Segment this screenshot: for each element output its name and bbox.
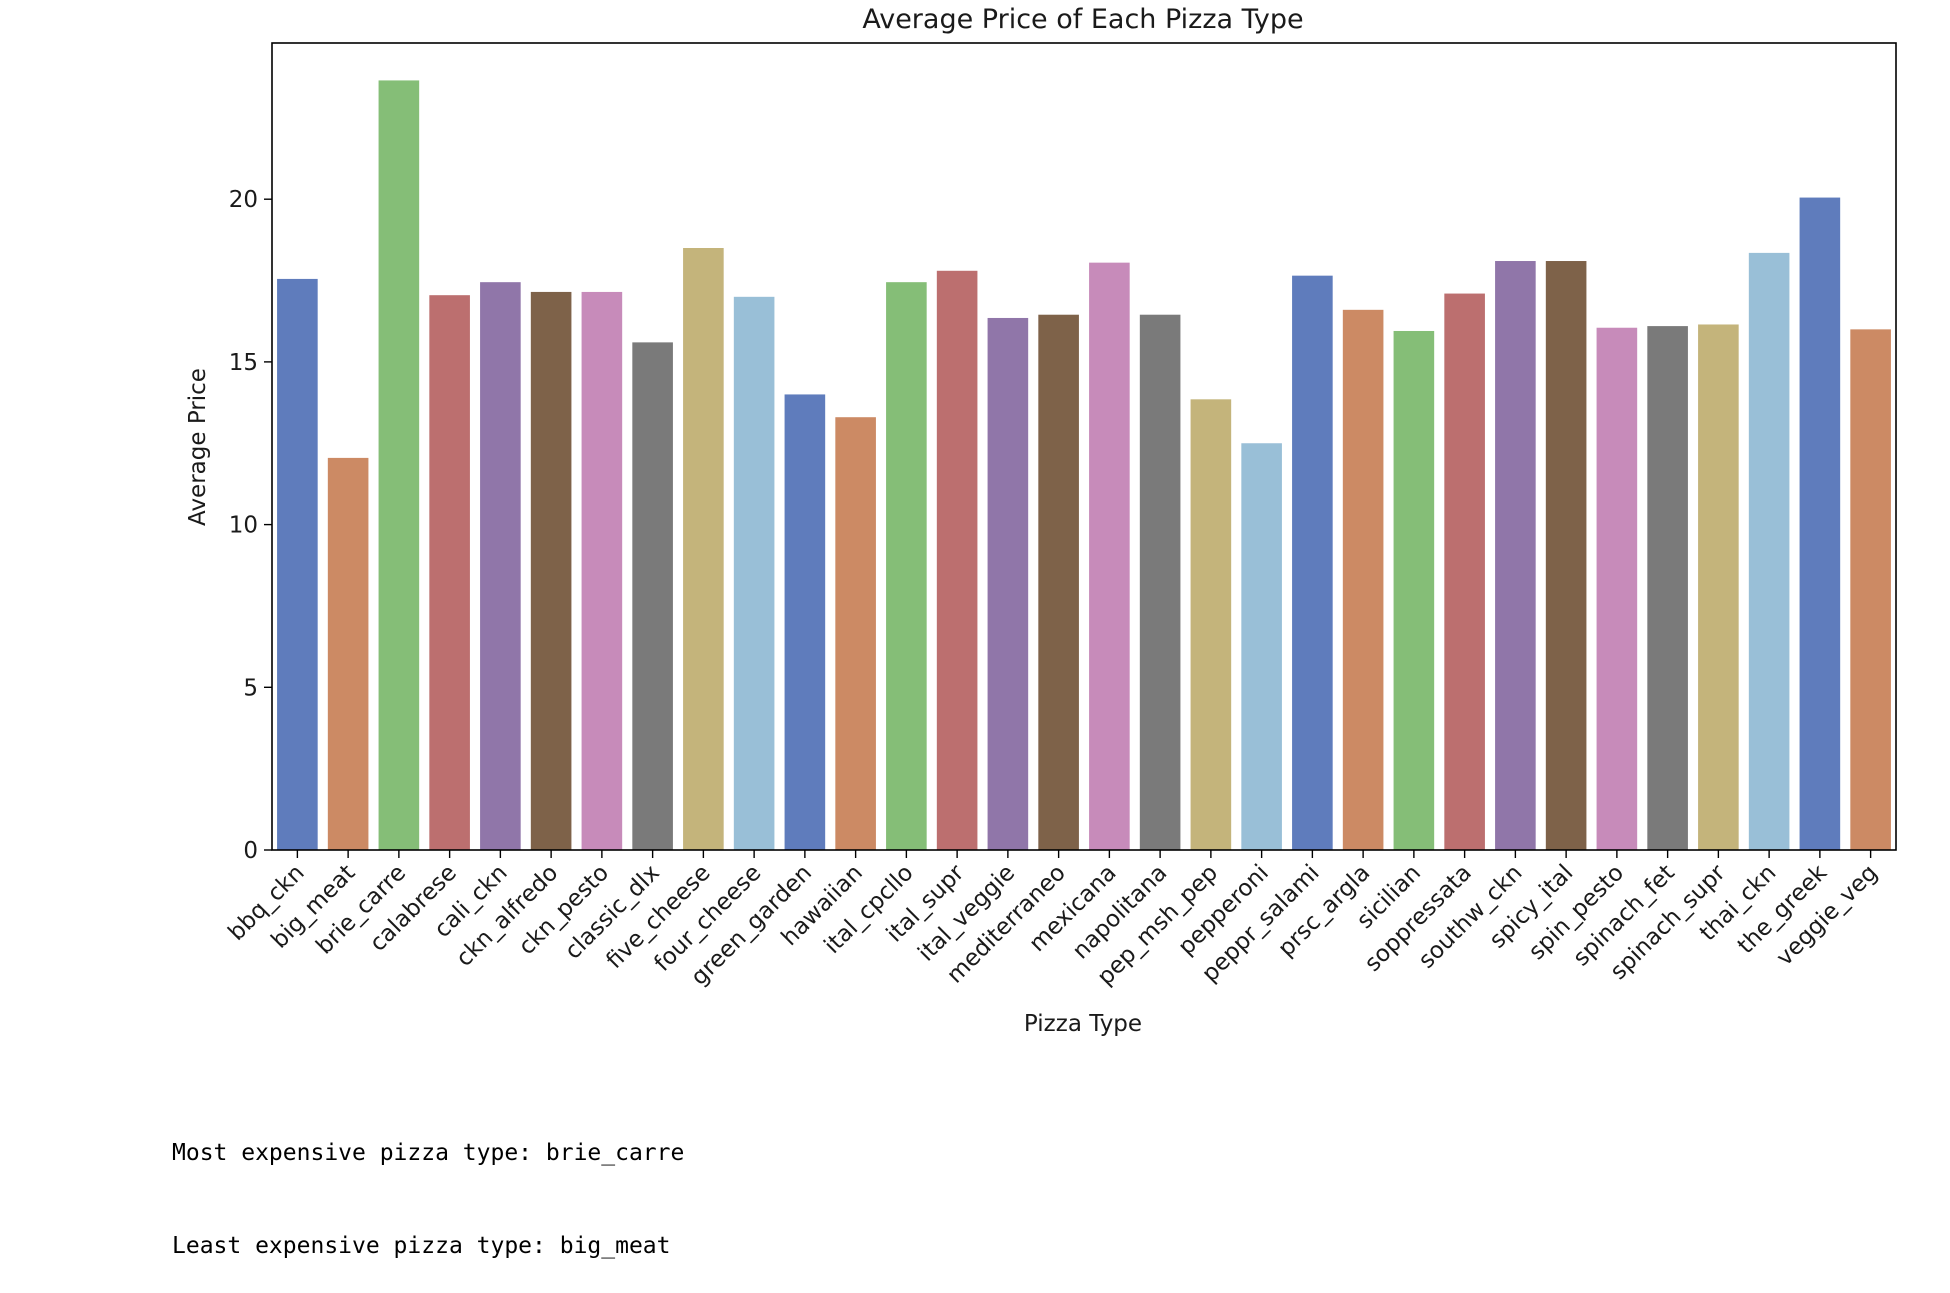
console-output: Most expensive pizza type: brie_carre Le…	[172, 1076, 684, 1293]
bar-spicy-ital	[1545, 261, 1587, 851]
plot-frame	[271, 42, 1897, 851]
chart-title: Average Price of Each Pizza Type	[862, 4, 1303, 35]
bar-brie-carre	[378, 80, 420, 850]
y-tick-label: 0	[243, 838, 258, 864]
y-tick-label: 15	[229, 350, 258, 376]
bar-sicilian	[1393, 330, 1435, 851]
least-expensive-line: Least expensive pizza type: big_meat	[172, 1233, 671, 1259]
bar-thai-ckn	[1748, 252, 1790, 851]
bar-soppressata	[1444, 293, 1485, 850]
bar-hawaiian	[835, 417, 876, 850]
bar-southw-ckn	[1495, 261, 1536, 851]
bar-pep-msh-pep	[1190, 399, 1232, 850]
bar-ital-supr	[936, 270, 978, 851]
bar-four-cheese	[733, 296, 775, 850]
bar-mexicana	[1089, 262, 1130, 850]
bar-chart: Average Price of Each Pizza Type 0 5 10 15 2…	[185, 4, 1897, 1037]
x-axis: bbq_cknbig_meatbrie_carrecalabresecali_c…	[223, 850, 1883, 991]
y-tick-label: 20	[229, 187, 258, 213]
x-axis-label: Pizza Type	[1024, 1011, 1142, 1037]
bar-peppr-salami	[1292, 275, 1333, 850]
bar-veggie-veg	[1850, 329, 1891, 850]
bars	[277, 80, 1891, 851]
bar-cali-ckn	[480, 282, 521, 850]
y-tick-label: 10	[229, 513, 258, 539]
bar-calabrese	[429, 295, 470, 850]
bar-ital-veggie	[987, 317, 1029, 851]
y-axis: 0 5 10 15 20	[229, 187, 272, 864]
bar-bbq-ckn	[277, 278, 318, 850]
bar-five-cheese	[683, 248, 724, 850]
bar-the-greek	[1799, 197, 1841, 850]
bar-big-meat	[327, 457, 369, 850]
bar-mediterraneo	[1038, 314, 1079, 851]
bar-ital-cpcllo	[886, 282, 927, 850]
y-tick-label: 5	[243, 675, 258, 701]
bar-pepperoni	[1241, 443, 1282, 850]
bar-ckn-pesto	[581, 291, 623, 850]
bar-ckn-alfredo	[530, 291, 572, 850]
bar-napolitana	[1139, 314, 1181, 851]
y-axis-label: Average Price	[185, 368, 211, 526]
bar-spinach-fet	[1647, 326, 1688, 850]
bar-prsc-argla	[1342, 309, 1384, 850]
bar-spin-pesto	[1596, 327, 1638, 851]
bar-spinach-supr	[1698, 324, 1739, 851]
bar-classic-dlx	[632, 342, 673, 850]
most-expensive-line: Most expensive pizza type: brie_carre	[172, 1140, 685, 1166]
bar-green-garden	[784, 394, 826, 850]
